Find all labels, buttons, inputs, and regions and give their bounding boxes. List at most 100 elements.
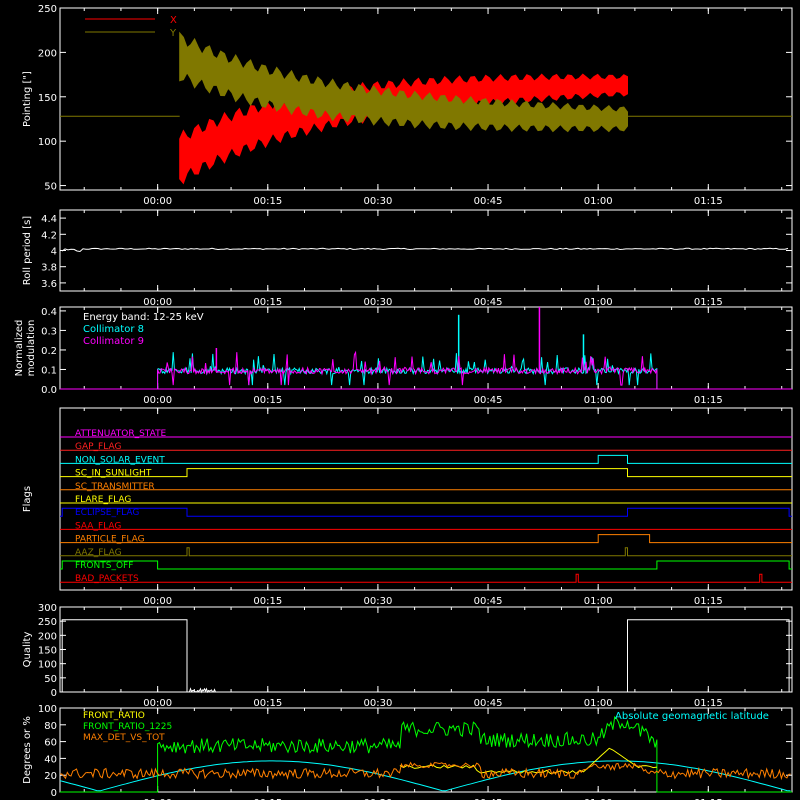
x-tick-label: 01:15 — [694, 395, 723, 406]
legend-label: Collimator 9 — [83, 336, 144, 347]
series-max-det-vs-tot — [59, 761, 791, 781]
x-tick-label: 00:15 — [253, 297, 282, 308]
series-quality — [61, 619, 188, 692]
flag-line-aaz-flag — [60, 547, 792, 557]
legend-label: Absolute geomagnetic latitude — [615, 711, 769, 722]
degrees-plot-frame — [59, 707, 793, 793]
flag-label: AAZ_FLAG — [75, 548, 122, 558]
flag-label: SC_TRANSMITTER — [75, 482, 155, 492]
legend-label: FRONT_RATIO — [83, 711, 145, 721]
y-axis-label: modulation — [26, 320, 37, 377]
x-tick-label: 01:00 — [584, 196, 613, 207]
x-tick-label: 00:15 — [253, 395, 282, 406]
series-quality-noise — [188, 687, 216, 694]
y-tick-label: 100 — [38, 660, 57, 671]
x-tick-label: 00:30 — [363, 395, 392, 406]
legend-label: FRONT_RATIO_1225 — [83, 722, 172, 732]
x-tick-label: 00:30 — [363, 798, 392, 800]
flag-label: PARTICLE_FLAG — [75, 535, 145, 545]
y-tick-label: 20 — [44, 771, 57, 782]
series-quality — [627, 619, 790, 692]
series-y-band — [179, 31, 628, 133]
x-tick-label: 00:45 — [474, 698, 503, 709]
flag-line-sc-in-sunlight — [60, 468, 792, 478]
x-tick-label: 00:15 — [253, 196, 282, 207]
y-tick-label: 150 — [38, 93, 57, 104]
y-tick-label: 200 — [38, 48, 57, 59]
legend-label: X — [170, 15, 177, 26]
legend-label: MAX_DET_VS_TOT — [83, 733, 165, 743]
legend-label: Energy band: 12-25 keV — [83, 312, 204, 323]
x-tick-label: 00:30 — [363, 297, 392, 308]
y-tick-label: 0.0 — [41, 385, 57, 396]
x-tick-label: 00:00 — [143, 596, 172, 607]
y-axis-label: Normalized — [14, 320, 25, 377]
x-tick-label: 00:15 — [253, 596, 282, 607]
x-tick-label: 00:45 — [474, 596, 503, 607]
y-axis-label: Pointing ["] — [22, 71, 33, 127]
y-tick-label: 0.1 — [41, 365, 57, 376]
y-tick-label: 60 — [44, 738, 57, 749]
x-tick-label: 01:15 — [694, 798, 723, 800]
flag-line-eclipse-flag — [60, 507, 792, 517]
x-tick-label: 00:30 — [363, 596, 392, 607]
flag-label: NON_SOLAR_EVENT — [75, 455, 165, 465]
y-tick-label: 3.8 — [41, 263, 57, 274]
x-tick-label: 00:00 — [143, 798, 172, 800]
y-tick-label: 100 — [38, 137, 57, 148]
y-tick-label: 150 — [38, 646, 57, 657]
flag-line-fronts-off — [60, 560, 792, 570]
y-axis-label: Quality — [22, 632, 33, 668]
y-tick-label: 0.2 — [41, 346, 57, 357]
y-tick-label: 200 — [38, 631, 57, 642]
y-tick-label: 300 — [38, 603, 57, 614]
flags-plot-frame — [59, 407, 793, 591]
x-tick-label: 00:15 — [253, 798, 282, 800]
x-tick-label: 01:00 — [584, 698, 613, 709]
flag-label: BAD_PACKETS — [75, 574, 139, 584]
flag-label: GAP_FLAG — [75, 442, 121, 452]
series-collimator-9 — [157, 350, 658, 389]
y-tick-label: 250 — [38, 4, 57, 15]
x-tick-label: 00:45 — [474, 395, 503, 406]
series-roll-period — [61, 247, 789, 253]
x-tick-label: 00:45 — [474, 297, 503, 308]
series-front-ratio — [399, 747, 657, 775]
flag-line-non-solar-event — [60, 454, 792, 464]
y-axis-label: Roll period [s] — [22, 216, 33, 285]
y-tick-label: 50 — [44, 674, 57, 685]
y-tick-label: 80 — [44, 721, 57, 732]
y-axis-label: Degrees or % — [22, 716, 33, 784]
x-tick-label: 00:00 — [143, 698, 172, 709]
x-tick-label: 01:00 — [584, 596, 613, 607]
y-tick-label: 0 — [51, 688, 57, 699]
y-tick-label: 100 — [38, 704, 57, 715]
x-tick-label: 01:15 — [694, 196, 723, 207]
x-tick-label: 01:00 — [584, 395, 613, 406]
x-tick-label: 01:00 — [584, 297, 613, 308]
x-tick-label: 00:30 — [363, 698, 392, 709]
y-tick-label: 40 — [44, 754, 57, 765]
flag-label: FLARE_FLAG — [75, 495, 131, 505]
flag-label: SAA_FLAG — [75, 521, 121, 531]
y-tick-label: 4 — [51, 247, 57, 258]
flag-line-particle-flag — [60, 534, 792, 544]
pointing-plot-frame — [59, 7, 793, 191]
x-tick-label: 00:45 — [474, 798, 503, 800]
y-tick-label: 0.4 — [41, 307, 57, 318]
y-tick-label: 0.3 — [41, 326, 57, 337]
y-axis-label: Flags — [22, 486, 33, 512]
x-tick-label: 00:00 — [143, 395, 172, 406]
y-tick-label: 4.2 — [41, 230, 57, 241]
x-tick-label: 00:45 — [474, 196, 503, 207]
x-tick-label: 01:15 — [694, 297, 723, 308]
legend-label: Y — [169, 28, 177, 39]
x-tick-label: 00:00 — [143, 297, 172, 308]
y-tick-label: 0 — [51, 788, 57, 799]
series-front-ratio-1225 — [60, 716, 792, 793]
flag-label: SC_IN_SUNLIGHT — [75, 469, 152, 479]
x-tick-label: 00:30 — [363, 196, 392, 207]
x-tick-label: 00:00 — [143, 196, 172, 207]
x-tick-label: 01:00 — [584, 798, 613, 800]
x-tick-label: 01:15 — [694, 698, 723, 709]
